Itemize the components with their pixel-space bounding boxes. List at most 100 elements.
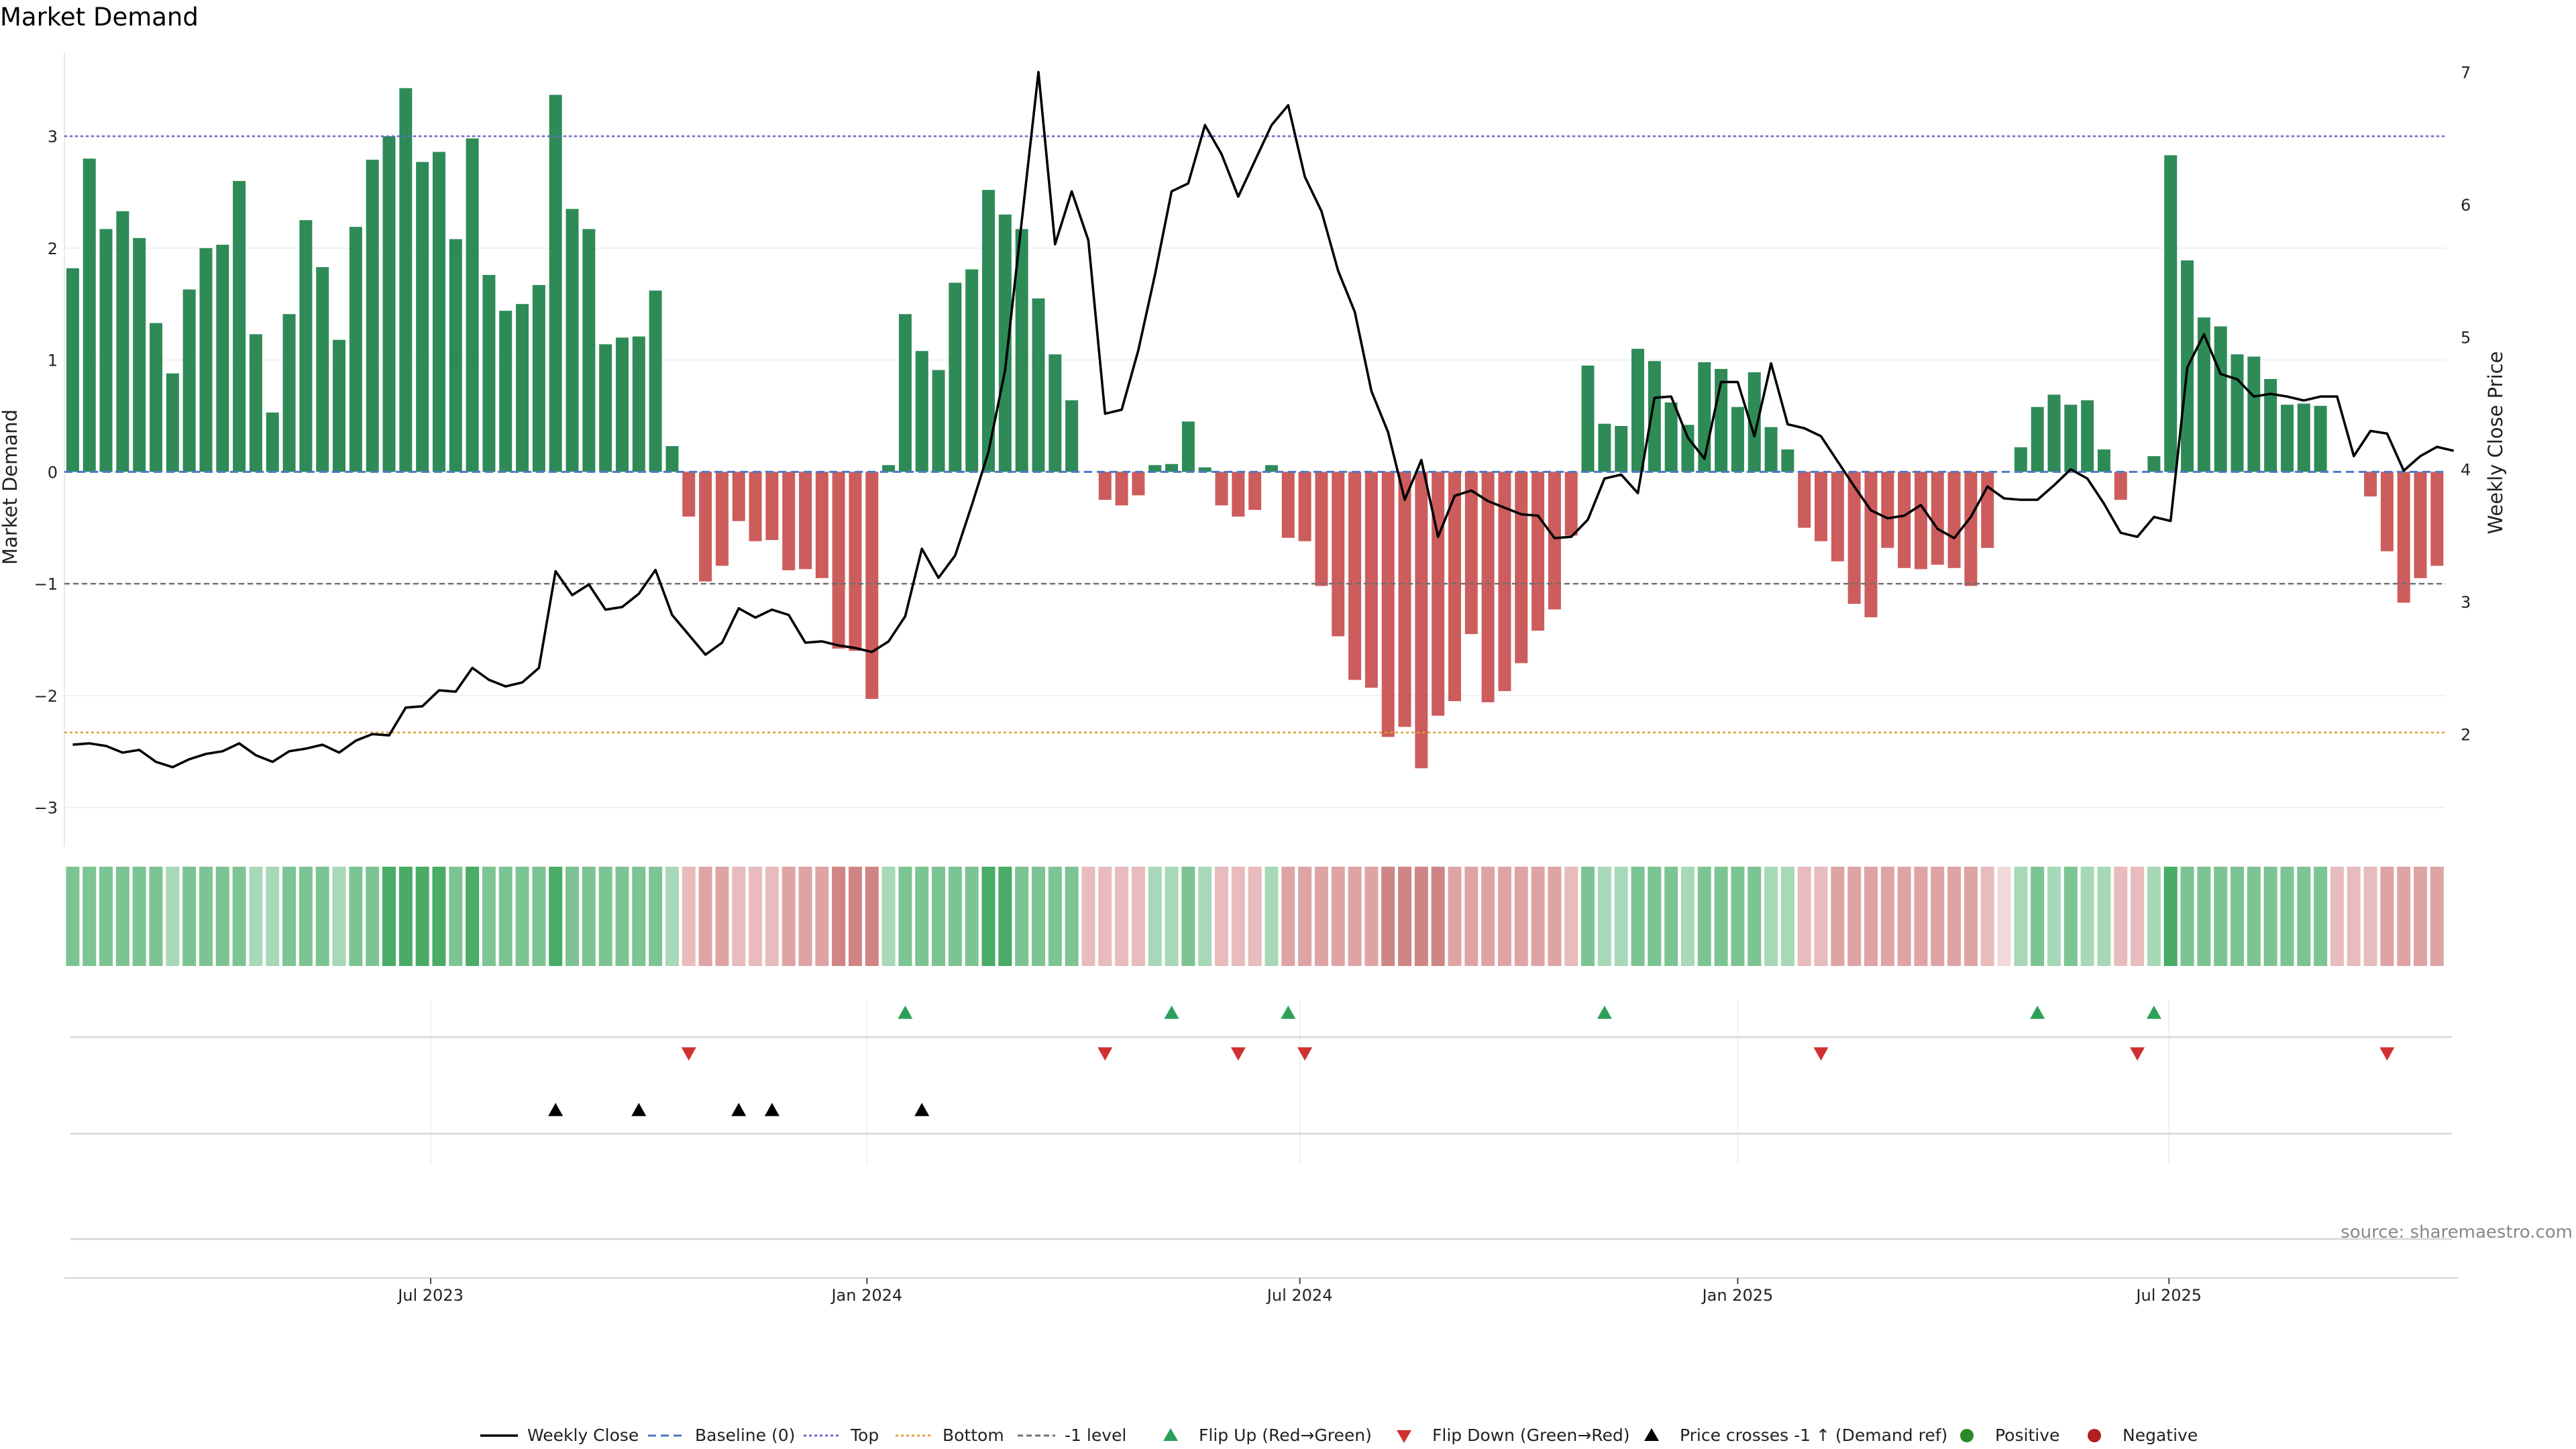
strip-cell	[698, 867, 712, 966]
strip-cell	[1331, 867, 1345, 966]
negative-bar	[798, 472, 812, 570]
strip-cell	[1115, 867, 1129, 966]
negative-bar	[1881, 472, 1894, 548]
demand-heat-strip	[66, 867, 2444, 966]
positive-bar	[915, 351, 928, 472]
strip-cell	[2380, 867, 2394, 966]
negative-bar	[865, 472, 879, 699]
positive-bar	[150, 323, 163, 472]
flip-up-marker	[1597, 1006, 1612, 1019]
legend-item-flip_up: Flip Up (Red→Green)	[1163, 1426, 1372, 1445]
strip-cell	[1198, 867, 1212, 966]
strip-cell	[482, 867, 496, 966]
positive-bar	[898, 314, 912, 472]
y-axis-label: Market Demand	[0, 409, 21, 565]
strip-cell	[1364, 867, 1379, 966]
strip-cell	[1780, 867, 1794, 966]
strip-cell	[249, 867, 263, 966]
positive-bar	[2297, 403, 2310, 472]
strip-cell	[915, 867, 929, 966]
strip-cell	[2047, 867, 2061, 966]
positive-bar	[1581, 365, 1595, 472]
negative-bar	[1464, 472, 1478, 635]
strip-cell	[99, 867, 113, 966]
positive-bar	[99, 229, 113, 472]
positive-bar	[216, 244, 229, 472]
strip-cell	[232, 867, 246, 966]
positive-bar	[499, 311, 513, 472]
positive-bar	[2081, 400, 2094, 472]
negative-bar	[1415, 472, 1428, 769]
strip-cell	[1880, 867, 1894, 966]
strip-cell	[1148, 867, 1162, 966]
strip-cell	[981, 867, 996, 966]
positive-bar	[1198, 467, 1212, 472]
positive-bar	[1265, 465, 1278, 472]
negative-bar	[1332, 472, 1345, 637]
negative-bar	[1798, 472, 1811, 528]
legend-item-top: Top	[804, 1426, 879, 1445]
strip-cell	[1481, 867, 1495, 966]
positive-bar	[66, 268, 79, 472]
positive-bar	[333, 339, 346, 472]
strip-cell	[998, 867, 1012, 966]
flip-down-marker	[1813, 1047, 1829, 1061]
strip-cell	[549, 867, 563, 966]
y2-tick-label: 7	[2461, 64, 2471, 83]
strip-cell	[449, 867, 463, 966]
negative-bar	[1448, 472, 1461, 702]
negative-bar	[2364, 472, 2377, 497]
negative-bar	[2397, 472, 2410, 603]
positive-bar	[416, 162, 429, 472]
positive-bar	[199, 248, 213, 472]
strip-cell	[2147, 867, 2161, 966]
strip-cell	[382, 867, 396, 966]
negative-bar	[732, 472, 745, 521]
strip-cell	[1248, 867, 1262, 966]
strip-cell	[2180, 867, 2194, 966]
negative-bar	[1115, 472, 1128, 506]
strip-cell	[1597, 867, 1611, 966]
negative-bar	[682, 472, 696, 517]
positive-bar	[182, 289, 196, 472]
positive-bar	[1681, 425, 1695, 472]
negative-bar	[1232, 472, 1245, 517]
strip-cell	[1814, 867, 1828, 966]
strip-cell	[1431, 867, 1445, 966]
legend-label: Flip Down (Green→Red)	[1432, 1426, 1630, 1445]
strip-cell	[2330, 867, 2344, 966]
positive-bar	[133, 237, 146, 472]
y2-axis-label: Weekly Close Price	[2484, 352, 2507, 535]
legend-swatch	[2088, 1429, 2101, 1442]
positive-bar	[299, 220, 313, 472]
positive-bar	[282, 314, 296, 472]
strip-cell	[132, 867, 146, 966]
legend-label: Positive	[1995, 1426, 2059, 1445]
negative-bar	[1548, 472, 1561, 610]
positive-bar	[233, 180, 246, 472]
strip-cell	[466, 867, 480, 966]
negative-bar	[782, 472, 796, 571]
strip-cell	[498, 867, 513, 966]
positive-bar	[1648, 361, 1661, 472]
strip-cell	[965, 867, 979, 966]
negative-bar	[1432, 472, 1445, 716]
negative-bar	[1381, 472, 1395, 737]
strip-cell	[1897, 867, 1911, 966]
positive-bar	[449, 239, 462, 472]
x-axis-ticks: Jul 2023 Jan 2024 Jul 2024 Jan 2025 Jul 2025	[396, 1278, 2202, 1305]
strip-cell	[1497, 867, 1511, 966]
negative-bar	[1298, 472, 1311, 541]
positive-bar	[932, 370, 945, 472]
positive-bar	[1065, 400, 1079, 472]
strip-cell	[1165, 867, 1179, 966]
negative-bar	[1864, 472, 1878, 618]
strip-cell	[1231, 867, 1245, 966]
positive-bar	[382, 136, 396, 472]
demand-bars	[66, 88, 2444, 769]
strip-cell	[1065, 867, 1079, 966]
positive-bar	[2147, 456, 2161, 472]
strip-cell	[782, 867, 796, 966]
strip-cell	[182, 867, 197, 966]
positive-bar	[599, 344, 612, 472]
